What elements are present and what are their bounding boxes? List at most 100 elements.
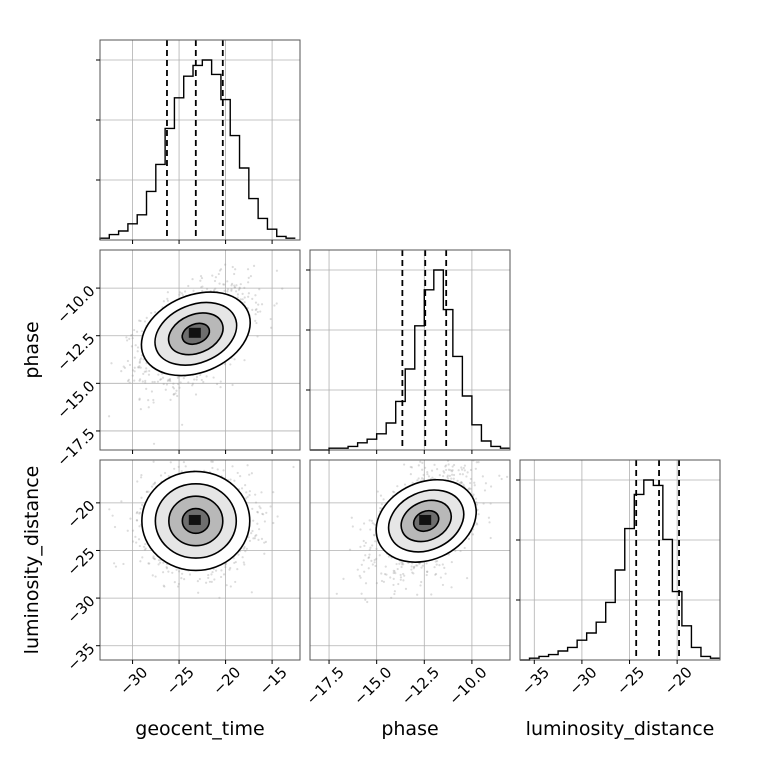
sample-point [140, 330, 144, 333]
sample-point [409, 472, 412, 476]
sample-point [162, 561, 165, 564]
sample-point [150, 485, 154, 488]
sample-point [436, 560, 439, 563]
panel-frame [519, 459, 721, 661]
sample-point [417, 477, 420, 480]
sample-point [246, 495, 249, 499]
sample-point [438, 474, 441, 477]
sample-point [450, 473, 454, 476]
histogram-phase [310, 269, 510, 451]
scatter-geocent-time-vs-luminosity-distance [108, 460, 295, 599]
sample-point [114, 565, 118, 568]
sample-point [447, 463, 450, 466]
sample-point [130, 334, 133, 337]
sample-point [231, 383, 234, 387]
sample-point [434, 457, 436, 459]
sample-point [245, 547, 248, 550]
sample-point [246, 268, 250, 271]
sample-point [139, 507, 142, 510]
panel-frame [99, 39, 301, 241]
sample-point [140, 496, 143, 499]
sample-point [138, 397, 141, 400]
sample-point [258, 288, 261, 291]
sample-point [476, 508, 479, 511]
sample-point [233, 358, 236, 361]
sample-point [147, 373, 151, 376]
sample-point [135, 330, 139, 333]
sample-point [450, 470, 454, 473]
x-tick-label: −10.0 [445, 663, 490, 708]
sample-point [258, 505, 261, 508]
sample-point [177, 570, 181, 573]
sample-point [393, 592, 396, 596]
sample-point [239, 283, 242, 286]
sample-point [136, 511, 139, 514]
sample-point [465, 475, 468, 478]
sample-point [379, 506, 382, 510]
sample-point [162, 300, 165, 303]
sample-point [250, 472, 253, 475]
sample-point [489, 502, 492, 505]
sample-point [139, 358, 142, 361]
sample-point [200, 378, 203, 382]
sample-point [166, 379, 169, 382]
sample-point [449, 469, 452, 472]
tick-marks [96, 287, 273, 454]
sample-point [264, 540, 268, 543]
sample-point [431, 476, 434, 479]
sample-point [452, 477, 455, 480]
sample-point [465, 577, 469, 580]
sample-point [224, 565, 227, 569]
sample-point [138, 512, 141, 515]
sample-point [142, 358, 145, 361]
sample-point [454, 452, 456, 454]
sample-point [255, 308, 258, 311]
sample-point [159, 474, 163, 477]
sample-point [375, 547, 378, 550]
sample-point [243, 296, 246, 299]
sample-point [137, 366, 141, 369]
sample-point [219, 386, 222, 389]
sample-point [412, 566, 416, 569]
y-tick-label: −17.5 [53, 425, 98, 470]
sample-point [129, 517, 132, 520]
sample-point [222, 469, 225, 472]
sample-point [395, 562, 398, 566]
sample-point [477, 513, 480, 516]
sample-point [159, 378, 162, 381]
sample-point [210, 573, 213, 576]
sample-point [249, 274, 253, 278]
sample-point [384, 565, 387, 568]
sample-point [342, 577, 345, 580]
sample-point [211, 460, 214, 463]
sample-point [457, 469, 460, 472]
panel-frame [99, 249, 301, 451]
sample-point [252, 519, 255, 522]
sample-point [139, 366, 142, 369]
sample-point [239, 298, 242, 301]
sample-point [367, 567, 370, 570]
sample-point [173, 467, 176, 470]
tick-marks [96, 59, 273, 244]
sample-point [450, 586, 453, 589]
sample-point [152, 556, 155, 560]
sample-point [184, 290, 187, 293]
sample-point [127, 378, 130, 381]
sample-point [468, 481, 472, 485]
sample-point [396, 567, 399, 571]
sample-point [364, 554, 367, 557]
sample-point [107, 415, 111, 418]
sample-point [426, 473, 429, 476]
sample-point [275, 302, 278, 305]
sample-point [113, 525, 117, 529]
sample-point [416, 593, 419, 596]
sample-point [401, 561, 404, 565]
sample-point [252, 537, 255, 540]
sample-point [450, 477, 453, 480]
sample-point [135, 512, 138, 515]
sample-point [223, 289, 226, 292]
sample-point [272, 521, 275, 525]
sample-point [165, 566, 168, 569]
sample-point [233, 272, 236, 276]
